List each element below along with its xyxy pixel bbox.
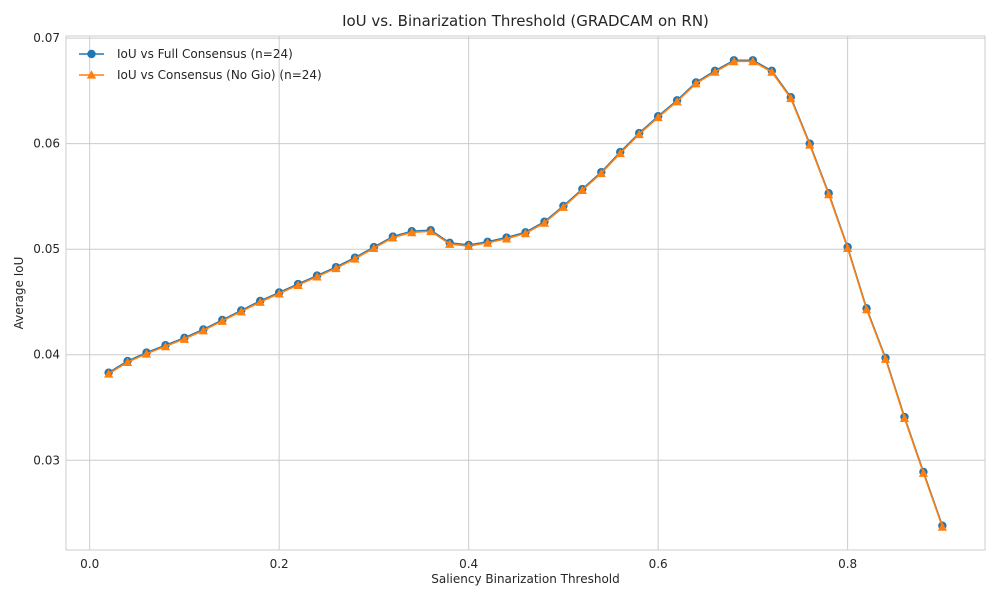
grid-layer — [66, 36, 985, 550]
data-point — [445, 239, 455, 248]
series-1 — [104, 56, 947, 530]
x-axis-label: Saliency Binarization Threshold — [431, 572, 620, 586]
plot-frame — [65, 35, 986, 551]
x-tick-label: 0.6 — [649, 557, 668, 571]
data-point — [805, 140, 815, 149]
data-point — [786, 93, 796, 103]
data-point — [767, 67, 777, 76]
data-point — [918, 468, 929, 477]
data-point — [122, 357, 133, 367]
data-point — [501, 234, 512, 243]
data-point — [407, 227, 417, 237]
data-point — [217, 316, 227, 325]
data-point — [558, 202, 568, 211]
data-point — [672, 96, 682, 106]
data-point — [369, 243, 379, 253]
data-point — [331, 263, 341, 273]
x-tick-label: 0.2 — [270, 557, 289, 571]
data-point — [179, 334, 190, 343]
data-point — [653, 112, 663, 122]
data-point — [577, 185, 587, 195]
series-line — [108, 60, 944, 528]
data-point — [293, 280, 303, 289]
data-point — [141, 349, 152, 358]
y-tick-label: 0.07 — [33, 31, 60, 45]
data-point — [350, 254, 360, 263]
data-point — [937, 522, 947, 531]
x-tick-label: 0.8 — [838, 557, 857, 571]
data-point — [843, 243, 853, 253]
y-tick-label: 0.06 — [33, 137, 60, 151]
data-point — [596, 168, 606, 178]
data-point — [388, 232, 398, 242]
data-point — [426, 226, 436, 236]
legend-label-no-gio: IoU vs Consensus (No Gio) (n=24) — [117, 68, 322, 82]
y-tick-label: 0.05 — [33, 242, 60, 256]
legend-marker-triangle-icon — [86, 70, 97, 79]
series-2 — [104, 56, 947, 531]
y-axis-label: Average IoU — [12, 257, 26, 330]
legend-marker-circle-icon — [87, 49, 96, 59]
data-point — [615, 148, 625, 158]
chart-title: IoU vs. Binarization Threshold (GRADCAM … — [342, 12, 709, 30]
data-point — [880, 354, 891, 363]
data-point — [104, 369, 114, 378]
data-point — [483, 238, 493, 247]
legend-entry-full-consensus: IoU vs Full Consensus (n=24) — [79, 47, 293, 61]
legend-label-full-consensus: IoU vs Full Consensus (n=24) — [117, 47, 293, 61]
data-point — [274, 288, 284, 298]
legend: IoU vs Full Consensus (n=24) IoU vs Cons… — [79, 47, 322, 82]
series-layer — [104, 56, 947, 531]
data-point — [899, 413, 910, 422]
data-point — [255, 297, 265, 306]
data-point — [861, 304, 872, 314]
x-tick-label: 0.4 — [459, 557, 478, 571]
y-tick-labels: 0.03 0.04 0.05 0.06 0.07 — [33, 31, 60, 467]
data-point — [312, 272, 322, 281]
y-tick-label: 0.03 — [33, 453, 60, 467]
data-point — [160, 341, 171, 351]
series-line — [108, 59, 944, 526]
data-point — [520, 228, 531, 238]
data-point — [539, 218, 550, 227]
data-point — [464, 241, 474, 250]
x-tick-label: 0.0 — [80, 557, 99, 571]
data-point — [824, 189, 834, 199]
legend-entry-no-gio: IoU vs Consensus (No Gio) (n=24) — [79, 68, 322, 82]
x-tick-labels: 0.0 0.2 0.4 0.6 0.8 — [80, 557, 857, 571]
data-point — [710, 67, 720, 76]
data-point — [748, 56, 758, 66]
data-point — [236, 306, 246, 316]
data-point — [198, 325, 208, 335]
data-point — [729, 56, 739, 66]
data-point — [634, 129, 644, 139]
y-tick-label: 0.04 — [33, 348, 60, 362]
data-point — [691, 78, 701, 88]
